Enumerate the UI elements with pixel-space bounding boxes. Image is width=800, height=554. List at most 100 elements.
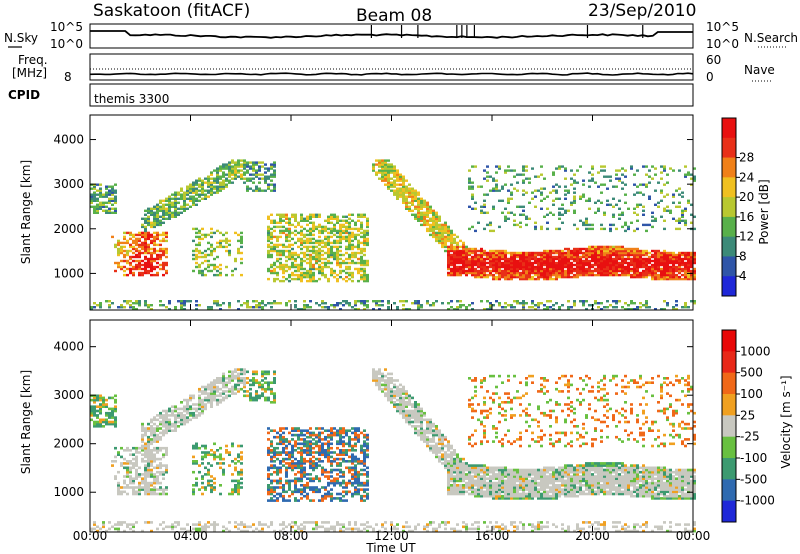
heatmap-cell [279,279,282,283]
heatmap-cell [693,179,696,182]
heatmap-cell [672,259,675,263]
heatmap-cell [210,245,213,249]
heatmap-cell [441,231,444,235]
heatmap-cell [198,231,201,235]
heatmap-cell [501,306,504,309]
heatmap-cell [513,219,516,222]
heatmap-cell [303,227,306,231]
heatmap-cell [663,249,666,253]
heatmap-cell [570,257,573,261]
heatmap-cell [444,229,447,233]
heatmap-cell [687,257,690,261]
heatmap-cell [105,209,108,212]
heatmap-cell [141,251,144,255]
heatmap-cell [198,183,201,186]
heatmap-cell [120,521,123,524]
heatmap-cell [132,492,135,496]
heatmap-cell [471,197,474,200]
heatmap-cell [114,201,117,204]
heatmap-cell [147,466,150,470]
heatmap-cell [534,227,537,231]
heatmap-cell [204,235,207,239]
heatmap-cell [363,277,366,281]
heatmap-cell [339,231,342,235]
heatmap-cell [258,396,261,400]
heatmap-cell [582,251,585,255]
heatmap-cell [453,257,456,261]
heatmap-cell [279,466,282,470]
heatmap-cell [123,300,126,303]
heatmap-cell [327,255,330,259]
heatmap-cell [444,221,447,224]
heatmap-cell [564,177,567,180]
heatmap-cell [639,259,642,263]
heatmap-cell [522,255,525,259]
heatmap-cell [243,377,246,380]
heatmap-cell [681,219,684,222]
heatmap-cell [204,195,207,198]
heatmap-cell [255,189,258,192]
heatmap-cell [309,275,312,279]
heatmap-cell [408,195,411,198]
heatmap-cell [90,409,93,413]
heatmap-cell [540,207,543,210]
heatmap-cell [387,179,390,182]
heatmap-cell [549,273,552,277]
heatmap-cell [486,308,489,311]
heatmap-cell [537,257,540,261]
heatmap-cell [501,271,504,275]
heatmap-cell [261,392,264,395]
heatmap-cell [228,381,231,384]
heatmap-cell [393,189,396,192]
colorbar-swatch [722,256,736,277]
heatmap-cell [543,257,546,261]
heatmap-cell [333,275,336,279]
heatmap-cell [150,453,153,456]
heatmap-cell [360,255,363,259]
heatmap-cell [237,383,240,387]
heatmap-cell [270,255,273,259]
heatmap-cell [486,300,489,303]
heatmap-cell [381,169,384,172]
heatmap-cell [444,235,447,239]
heatmap-cell [267,225,270,229]
heatmap-cell [393,302,396,305]
heatmap-cell [474,257,477,261]
heatmap-cell [210,486,213,489]
heatmap-cell [240,231,243,235]
heatmap-cell [204,453,207,456]
heatmap-cell [309,215,312,218]
velocity-heatmap [90,368,696,533]
heatmap-cell [312,237,315,241]
heatmap-cell [114,475,117,478]
heatmap-cell [303,484,306,487]
heatmap-cell [636,247,639,251]
heatmap-cell [273,221,276,224]
heatmap-cell [300,453,303,456]
heatmap-cell [570,261,573,265]
heatmap-cell [252,177,255,180]
heatmap-cell [171,405,174,408]
heatmap-cell [243,372,246,376]
heatmap-cell [447,265,450,269]
heatmap-cell [165,453,168,456]
heatmap-cell [429,227,432,231]
heatmap-cell [519,302,522,305]
heatmap-cell [225,396,228,400]
heatmap-cell [180,527,183,531]
heatmap-cell [648,267,651,271]
heatmap-cell [513,253,516,257]
heatmap-cell [288,466,291,470]
heatmap-cell [111,409,114,413]
heatmap-cell [90,414,93,417]
heatmap-cell [255,300,258,303]
heatmap-cell [339,253,342,257]
heatmap-cell [615,271,618,275]
heatmap-cell [660,261,663,265]
heatmap-cell [294,477,297,480]
heatmap-cell [300,449,303,452]
heatmap-cell [207,479,210,483]
heatmap-cell [636,259,639,263]
heatmap-cell [303,449,306,452]
heatmap-cell [276,431,279,435]
